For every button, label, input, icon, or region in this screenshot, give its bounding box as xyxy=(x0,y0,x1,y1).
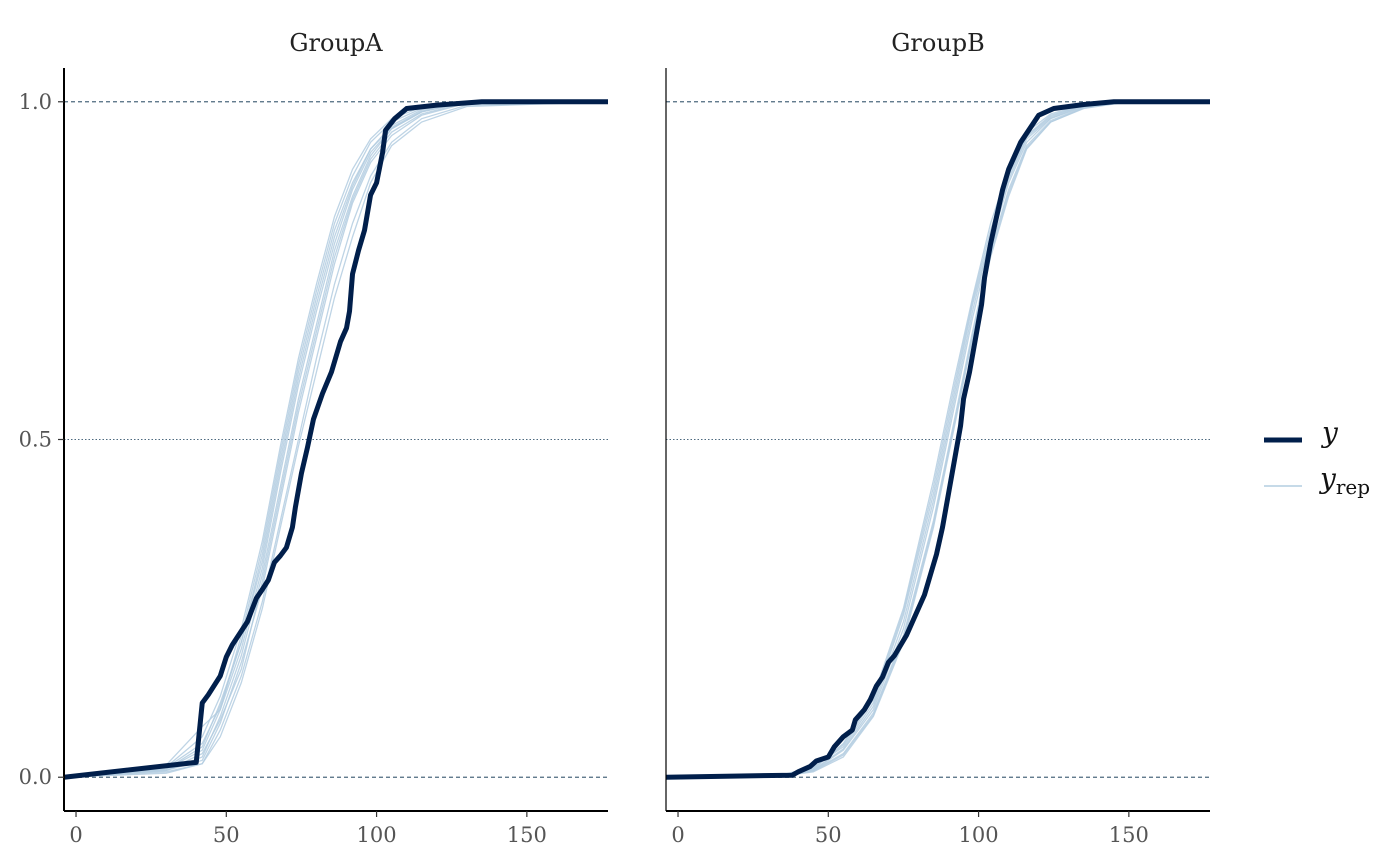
x-tick-label: 0 xyxy=(671,823,684,847)
yrep-line xyxy=(63,101,608,778)
x-tick-label: 50 xyxy=(213,823,240,847)
yrep-line xyxy=(63,101,609,778)
yrep-line xyxy=(63,101,609,778)
x-tick-label: 100 xyxy=(357,823,397,847)
x-tick-label: 150 xyxy=(507,823,547,847)
y-line xyxy=(63,99,608,780)
panel-groupb: GroupB 0 50 100 150 xyxy=(665,29,1210,847)
legend-y-label: y xyxy=(1320,416,1339,449)
yrep-line xyxy=(63,101,609,778)
yrep-line xyxy=(63,101,608,778)
panel-groupa: GroupA 0 50 100 150 0.0 0.5 1.0 xyxy=(19,29,609,847)
x-tick-label: 50 xyxy=(815,823,842,847)
y-tick-label: 1.0 xyxy=(19,90,52,114)
legend-yrep-main: y xyxy=(1318,462,1337,495)
y-line xyxy=(665,99,1210,780)
yrep-line xyxy=(63,101,608,778)
legend-yrep-subscript: rep xyxy=(1336,475,1370,499)
yrep-line xyxy=(63,101,608,778)
x-tick-label: 100 xyxy=(959,823,999,847)
legend-yrep-label: yrep xyxy=(1318,462,1370,499)
panel-title-groupa: GroupA xyxy=(289,29,383,57)
y-tick-label: 0.5 xyxy=(19,428,52,452)
y-tick-label: 0.0 xyxy=(19,765,52,789)
x-tick-label: 150 xyxy=(1109,823,1149,847)
x-tick-label: 0 xyxy=(69,823,82,847)
panel-title-groupb: GroupB xyxy=(891,29,985,57)
yrep-line xyxy=(63,101,609,778)
legend: y yrep xyxy=(1264,416,1370,499)
yrep-line xyxy=(665,101,1210,778)
yrep-line xyxy=(665,101,1210,778)
